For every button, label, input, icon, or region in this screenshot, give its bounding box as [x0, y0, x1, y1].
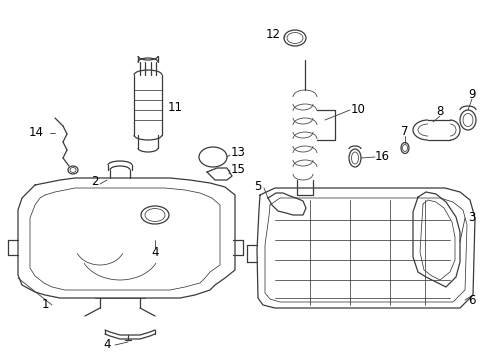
Text: 13: 13 [230, 147, 245, 159]
Text: 1: 1 [41, 298, 49, 311]
Ellipse shape [141, 206, 169, 224]
Text: 12: 12 [265, 28, 280, 41]
Text: 9: 9 [468, 89, 475, 102]
Text: 5: 5 [254, 180, 261, 193]
Text: 2: 2 [91, 175, 99, 189]
Text: 11: 11 [167, 102, 182, 114]
Text: 6: 6 [468, 293, 475, 306]
Text: 14: 14 [28, 126, 43, 139]
Text: 3: 3 [468, 211, 475, 225]
Text: 8: 8 [435, 105, 443, 118]
Text: 16: 16 [374, 150, 389, 163]
Text: 7: 7 [401, 126, 408, 139]
Text: 4: 4 [151, 246, 159, 258]
Text: 10: 10 [350, 104, 365, 117]
Text: 15: 15 [230, 163, 245, 176]
Text: 4: 4 [103, 338, 110, 351]
